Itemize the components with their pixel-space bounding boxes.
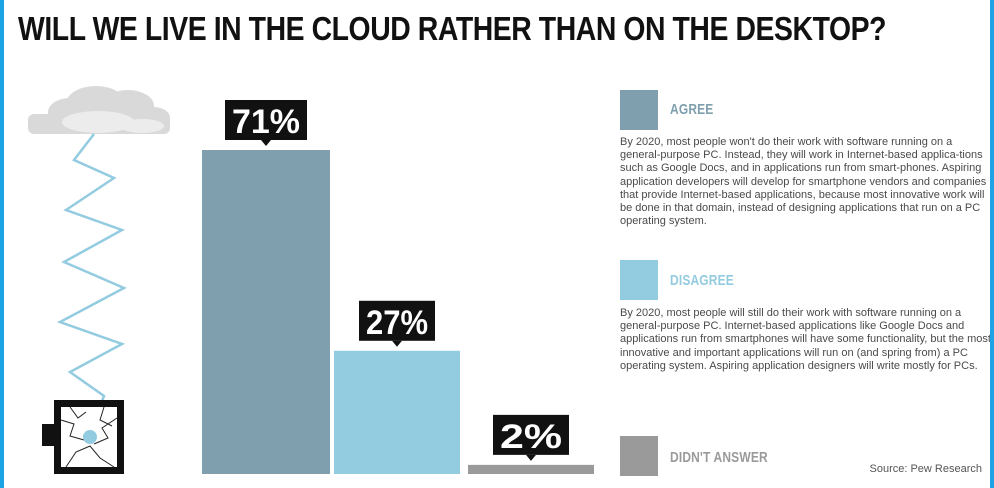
bar-chart: 71% 27% 2% [28,86,594,474]
legend-label-didnt-answer: DIDN'T ANSWER [670,449,768,466]
lightning-icon [56,133,127,433]
data-label-box [225,100,307,140]
data-label-2: 2% [493,414,569,461]
bar-agree [202,150,330,474]
data-label-box [493,414,569,455]
data-label-0: 71% [225,100,307,146]
data-label-text: 2% [500,418,562,456]
legend-label-disagree: DISAGREE [670,272,734,289]
bar-disagree [334,350,460,474]
source-note: Source: Pew Research [869,463,983,475]
legend-swatch-agree [620,90,658,130]
data-label-pointer [392,340,402,347]
data-label-text: 27% [366,304,428,342]
page-title: WILL WE LIVE IN THE CLOUD RATHER THAN ON… [18,10,887,47]
legend-swatch-disagree [620,260,658,300]
data-label-1: 27% [359,300,435,347]
infographic-frame: WILL WE LIVE IN THE CLOUD RATHER THAN ON… [4,0,990,488]
data-label-text: 71% [232,103,300,141]
broken-pc-icon [42,400,124,474]
bars-group [202,150,594,474]
bar-didn-t-answer [468,464,594,474]
cloud-icon [28,86,170,134]
legend-swatch-didnt-answer [620,436,658,476]
data-label-pointer [526,454,536,461]
bar-labels-group: 71% 27% 2% [225,100,569,461]
data-label-pointer [261,140,271,146]
data-label-box [359,300,435,341]
legend-description-disagree: By 2020, most people will still do their… [620,307,990,372]
legend-description-agree: By 2020, most people won't do their work… [620,136,987,228]
legend-label-agree: AGREE [670,101,714,118]
